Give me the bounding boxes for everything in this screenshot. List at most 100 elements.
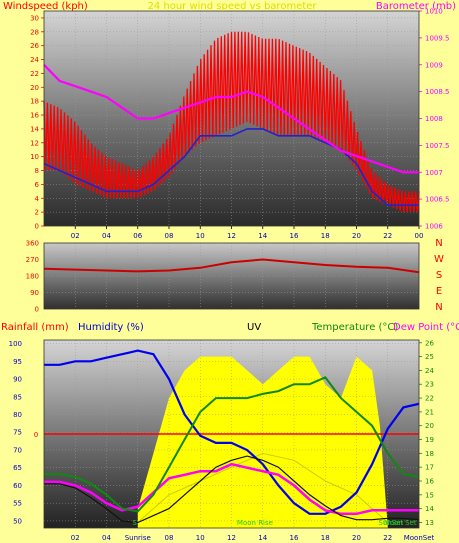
rain-axis-title: Rainfall (mm) (1, 322, 69, 333)
humidity-y-tick-label: 95 (13, 358, 22, 366)
baro-y-tick-label: 1007 (425, 169, 443, 177)
wind-y-tick-label: 18 (30, 98, 39, 106)
series-direction-line (43, 258, 420, 274)
temp-y-tick-label: 17 (425, 464, 434, 472)
series-barometer-line (43, 64, 419, 174)
humidity-y-tick-label: 80 (13, 411, 22, 419)
panel3-x-tick-label: 14 (258, 534, 267, 542)
temp-y-tick-label: 24 (425, 367, 434, 375)
baro-y-tick-label: 1009.5 (425, 34, 450, 42)
panel1-x-tick-label: 18 (321, 232, 330, 240)
wind-axis-title: Windspeed (kph) (3, 1, 88, 12)
humidity-y-tick-label: 100 (9, 340, 22, 348)
direction-y-tick-label: 90 (30, 289, 39, 297)
panel3-x-tick-label: 18 (321, 534, 330, 542)
panel3-x-tick-label: 12 (227, 534, 236, 542)
temp-y-tick-label: 20 (425, 422, 434, 430)
wind-y-tick-label: 30 (30, 14, 39, 22)
wind-y-tick-label: 20 (30, 84, 39, 92)
panel3-x-tick-label: MoonSet (404, 534, 435, 542)
baro-axis-title: Barometer (mb) (376, 1, 456, 12)
panel1-x-tick-label: 00 (415, 232, 424, 240)
series-average-wind-line (43, 128, 419, 206)
panel1-x-tick-label: 20 (352, 232, 361, 240)
temp-y-tick-label: 21 (425, 408, 434, 416)
panel1-x-tick-label: 02 (71, 232, 80, 240)
humidity-axis-title: Humidity (%) (78, 322, 144, 333)
humidity-y-tick-label: 90 (13, 376, 22, 384)
panel1-marks (43, 31, 420, 213)
wind-y-tick-label: 16 (30, 112, 39, 120)
panel3-axes: 5055606570758085909510013141516171819202… (9, 339, 435, 542)
wind-y-tick-label: 22 (30, 70, 39, 78)
chart1-title: 24 hour wind speed vs barometer (147, 1, 317, 12)
wind-y-tick-label: 26 (30, 42, 39, 50)
baro-y-tick-label: 1007.5 (425, 142, 450, 150)
panel2-marks (43, 258, 420, 274)
panel1-x-tick-label: 10 (196, 232, 205, 240)
wind-y-tick-label: 4 (35, 195, 40, 203)
panel3-x-tick-label: 08 (165, 534, 174, 542)
dew-axis-title: Dew Point (°C) (393, 322, 459, 333)
temp-y-tick-label: 22 (425, 395, 434, 403)
wind-y-tick-label: 14 (30, 125, 39, 133)
temp-y-tick-label: 25 (425, 353, 434, 361)
direction-y-tick-label: 360 (26, 240, 39, 248)
temp-y-tick-label: 14 (425, 505, 434, 513)
humidity-y-tick-label: 70 (13, 446, 22, 454)
panel3-x-tick-label: 04 (102, 534, 111, 542)
baro-y-tick-label: 1006.5 (425, 196, 450, 204)
series-humidity-average-line (44, 462, 419, 516)
annotation-label: S (132, 519, 137, 527)
annotation-label: SunSet (378, 519, 403, 527)
humidity-y-tick-label: 60 (13, 482, 22, 490)
compass-label: E (436, 286, 442, 297)
wind-y-tick-label: 28 (30, 28, 39, 36)
humidity-y-tick-label: 50 (13, 517, 22, 525)
panel3-x-tick-label: 22 (383, 534, 392, 542)
temp-y-tick-label: 13 (425, 519, 434, 527)
baro-y-tick-label: 1006 (425, 223, 443, 231)
panel1-x-tick-label: 22 (383, 232, 392, 240)
wind-y-tick-label: 8 (35, 167, 39, 175)
temp-y-tick-label: 15 (425, 491, 434, 499)
wind-y-tick-label: 2 (35, 209, 39, 217)
humidity-y-tick-label: 65 (13, 464, 22, 472)
series-dewpoint-line (44, 455, 420, 524)
direction-y-tick-label: 270 (26, 256, 39, 264)
series-temperature-line (44, 376, 420, 513)
wind-y-tick-label: 24 (30, 56, 39, 64)
panel3-x-tick-label: 16 (290, 534, 299, 542)
panel1-x-tick-label: 06 (133, 232, 142, 240)
temp-hum-panel: 5055606570758085909510013141516171819202… (1, 322, 459, 542)
temp-y-tick-label: 23 (425, 381, 434, 389)
wind-y-tick-label: 10 (30, 153, 39, 161)
panel2-frame (43, 242, 420, 310)
baro-y-tick-label: 1010 (425, 8, 443, 16)
panel3-x-tick-label: 10 (196, 534, 205, 542)
series-solar-base-line (137, 452, 389, 523)
series-humidity-line (44, 349, 420, 515)
panel3-marks (44, 349, 420, 524)
compass-label: W (434, 254, 444, 265)
baro-y-tick-label: 1009 (425, 61, 443, 69)
direction-y-tick-label: 0 (35, 306, 39, 314)
temp-y-tick-label: 18 (425, 450, 434, 458)
panel1-x-tick-label: 12 (227, 232, 236, 240)
direction-y-tick-label: 180 (26, 273, 39, 281)
temp-y-tick-label: 26 (425, 339, 434, 347)
panel1-frame (43, 10, 420, 227)
uv-axis-title: UV (247, 322, 261, 333)
temp-axis-title: Temperature (°C) (311, 322, 398, 333)
compass-label: N (435, 238, 442, 249)
wind-baro-panel: 02 04 06 08 10 12 14 16 18 20 22 000246810121416182… (3, 1, 456, 240)
panel1-x-tick-label: 08 (165, 232, 174, 240)
baro-y-tick-label: 1008 (425, 115, 443, 123)
rain-y-tick-label: 0 (34, 431, 38, 439)
panel1-x-tick-label: 16 (290, 232, 299, 240)
panel3-x-tick-label: 02 (71, 534, 80, 542)
annotation-label: Moon Set (384, 519, 417, 527)
